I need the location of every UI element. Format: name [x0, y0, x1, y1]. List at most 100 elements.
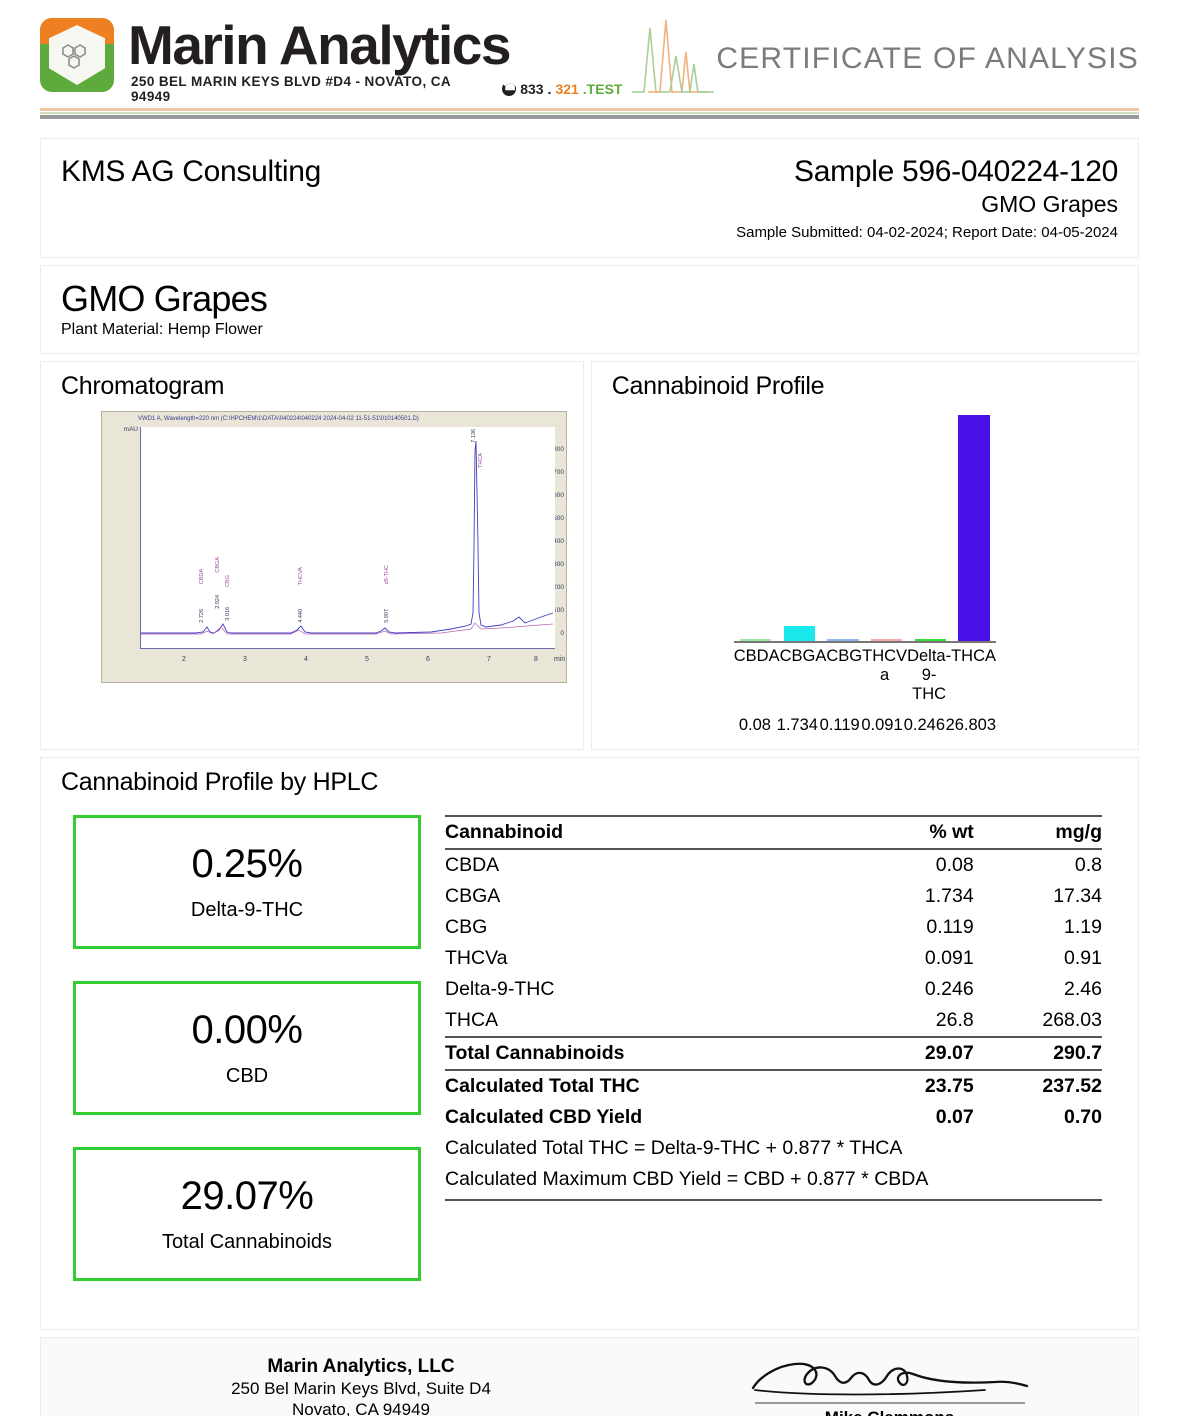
summary-box-delta9: 0.25% Delta-9-THC [73, 815, 421, 949]
strain-header-card: GMO Grapes Plant Material: Hemp Flower [40, 265, 1139, 354]
signature-icon [751, 1362, 1028, 1396]
bar-value-label: 0.091 [861, 716, 903, 734]
profile-panel-title: Cannabinoid Profile [611, 372, 825, 400]
page-header: Marin Analytics 250 BEL MARIN KEYS BLVD … [40, 0, 1139, 112]
bar-slot [909, 413, 953, 641]
marin-leaf-icon [40, 18, 114, 92]
bar-value-label: 26.803 [945, 716, 997, 734]
cell-analyte: THCVa [445, 947, 508, 969]
chromatogram-x-tick: 2 [182, 656, 186, 663]
chromatogram-y-tick: 300 [553, 561, 564, 568]
bar-category-label: CBG [826, 647, 863, 665]
signature-block: Mike Clemmons Lab Manager [661, 1350, 1118, 1416]
chromatogram-x-tick: 4 [304, 656, 308, 663]
hplc-section: Cannabinoid Profile by HPLC 0.25% Delta-… [40, 757, 1139, 1330]
table-row: Delta-9-THC 0.246 2.46 [445, 974, 1102, 1005]
table-row-total: Total Cannabinoids 29.07 290.7 [445, 1037, 1102, 1070]
phone-part-2: 321 [555, 81, 579, 97]
summary-label: Delta-9-THC [190, 899, 304, 921]
bar-value-label: 0.119 [819, 716, 860, 734]
chromatogram-peak-label: THCVA [298, 567, 304, 586]
brand-address: 250 BEL MARIN KEYS BLVD #D4 - NOVATO, CA… [131, 74, 451, 104]
chromatogram-trace-title: VWD1 A, Wavelength=220 nm (C:\HPCHEM\1\D… [138, 416, 419, 422]
summary-box-cbd: 0.00% CBD [73, 981, 421, 1115]
bar-slot [777, 413, 821, 641]
table-row: THCVa 0.091 0.91 [445, 943, 1102, 974]
chromatogram-x-tick: 5 [365, 656, 369, 663]
chromatogram-y-tick: 0 [560, 630, 564, 637]
chromatogram-peaks-decoration [632, 19, 715, 93]
table-bottom-rule [445, 1199, 1102, 1209]
cell-pct: 0.119 [926, 916, 974, 938]
bar-slot [734, 413, 778, 641]
summary-box-total: 29.07% Total Cannabinoids [73, 1147, 421, 1281]
cannabinoid-profile-panel: Cannabinoid Profile CBDA CBGA CBG THCV a Delt… [590, 361, 1139, 750]
sample-strain: GMO Grapes [981, 191, 1118, 217]
lab-address-line2: Novato, CA 94949 [292, 1400, 430, 1416]
chromatogram-peak-label: THCA [478, 453, 484, 468]
bottom-rule [445, 1199, 1102, 1209]
cell-mgg: 0.91 [1064, 947, 1102, 969]
chromatogram-plot-area: CBDA 2.726 CBGA 2.924 CBG 3.016 THCVA 4.… [140, 427, 555, 649]
chromatogram-y-tick: 200 [553, 584, 564, 591]
bar-value-label: 0.08 [738, 716, 771, 734]
bar-category-label: Delta- 9-THC [907, 647, 952, 703]
cell-pct: 29.07 [924, 1042, 974, 1064]
sample-dates: Sample Submitted: 04-02-2024; Report Dat… [736, 224, 1118, 241]
signature-line [754, 1402, 1025, 1404]
cell-pct: 26.8 [935, 1009, 974, 1031]
chromatogram-y-axis-label: mAU [123, 426, 138, 433]
header-divider [40, 108, 1139, 120]
chromatogram-y-tick: 600 [553, 492, 564, 499]
cell-mgg: 17.34 [1053, 885, 1102, 907]
chromatogram-peak-rt: 5.907 [384, 609, 390, 623]
chromatogram-peak-rt: 4.440 [298, 609, 304, 623]
cell-pct: 0.246 [924, 978, 974, 1000]
page-footer: Marin Analytics, LLC 250 Bel Marin Keys … [40, 1337, 1139, 1416]
table-row-calculated: Calculated Total THC 23.75 237.52 [445, 1070, 1102, 1102]
cell-analyte: Calculated Total THC [445, 1075, 640, 1097]
chromatogram-x-tick: 7 [487, 656, 491, 663]
bar-cbg [827, 638, 859, 641]
bar-series [733, 413, 996, 643]
signer-name: Mike Clemmons [661, 1408, 1118, 1416]
chromatogram-x-tick: 3 [243, 656, 247, 663]
chromatogram-y-tick: 500 [553, 515, 564, 522]
chromatogram-peak-rt: 2.924 [215, 595, 221, 609]
phone-part-1: 833 [520, 81, 544, 97]
summary-label: Total Cannabinoids [161, 1231, 333, 1253]
chromatogram-peak-label: CBDA [199, 569, 205, 585]
chromatogram-peak-label: d9-THC [384, 565, 390, 585]
table-row-formula: Calculated Total THC = Delta-9-THC + 0.8… [445, 1133, 1102, 1164]
brand-logo: Marin Analytics 250 BEL MARIN KEYS BLVD … [40, 0, 622, 104]
col-header-analyte: Cannabinoid [445, 821, 564, 843]
chromatogram-panel-title: Chromatogram [61, 372, 225, 400]
brand-name: Marin Analytics [128, 14, 511, 76]
chromatogram-x-axis-label: min [554, 656, 566, 663]
bar-category-label: CBDA [733, 647, 780, 665]
chromatogram-y-tick: 400 [553, 538, 564, 545]
chromatogram-x-tick: 8 [534, 656, 538, 663]
molecule-icon [62, 44, 86, 69]
strain-title: GMO Grapes [61, 278, 268, 319]
cannabinoid-results-table: Cannabinoid % wt mg/g CBDA 0.08 0.8 CBGA 1.7… [445, 815, 1102, 1209]
formula-text: Calculated Maximum CBD Yield = CBD + 0.8… [445, 1168, 929, 1190]
chromatogram-image: VWD1 A, Wavelength=220 nm (C:\HPCHEM\1\D… [101, 411, 567, 683]
brand-phone: 833.321.TEST [502, 80, 622, 97]
table-header-row: Cannabinoid % wt mg/g [445, 816, 1102, 849]
cell-analyte: Delta-9-THC [445, 978, 555, 1000]
chromatogram-y-tick: 800 [553, 446, 564, 453]
chromatogram-peak-rt: 2.726 [199, 609, 205, 623]
chromatogram-peak-rt: 7.136 [471, 429, 477, 443]
formula-text: Calculated Total THC = Delta-9-THC + 0.8… [445, 1137, 903, 1159]
sample-summary-card: KMS AG Consulting Sample 596-040224-120 … [40, 138, 1139, 258]
bar-delta-9-thc [914, 638, 947, 641]
table-row-calculated: Calculated CBD Yield 0.07 0.70 [445, 1102, 1102, 1133]
chromatogram-x-tick: 6 [426, 656, 430, 663]
chromatogram-trace [141, 440, 554, 635]
client-name: KMS AG Consulting [61, 155, 322, 188]
bar-thca [958, 414, 990, 641]
col-header-mgg: mg/g [1055, 821, 1102, 843]
cell-mgg: 2.46 [1064, 978, 1102, 1000]
